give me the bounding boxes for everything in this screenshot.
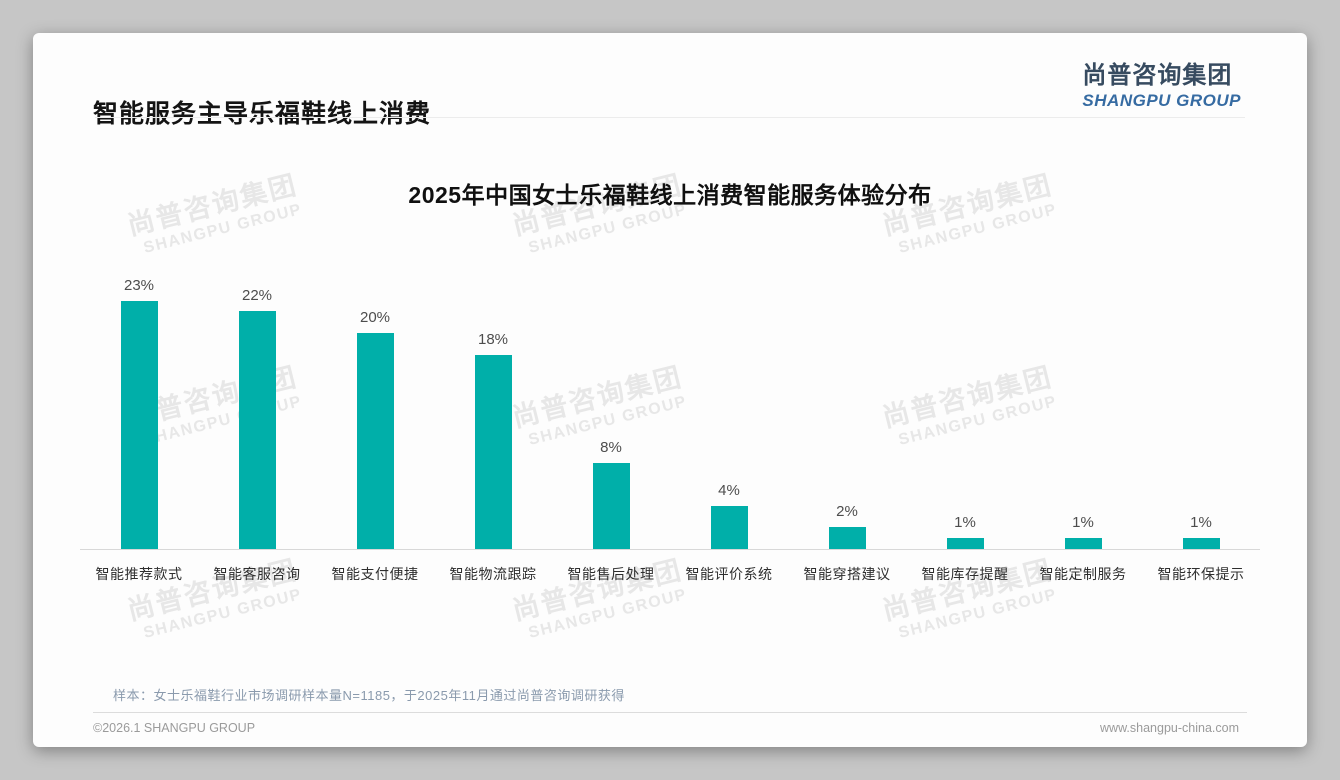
header-divider [95, 117, 1245, 118]
bar [1182, 538, 1220, 549]
x-axis-line [80, 549, 1260, 550]
bar [592, 463, 630, 549]
bar-column: 22% [198, 239, 316, 549]
sample-note: 样本：女士乐福鞋行业市场调研样本量N=1185，于2025年11月通过尚普咨询调… [113, 688, 625, 703]
bar [1064, 538, 1102, 549]
bar-column: 1% [1024, 239, 1142, 549]
x-axis-category-label: 智能支付便捷 [331, 566, 419, 582]
company-logo: 尚普咨询集团 SHANGPU GROUP [1082, 55, 1241, 111]
bar-chart-plot-area: 23% 22% 20% 18% 8% 4% 2% 1% 1% 1% [80, 239, 1260, 549]
bar-column: 23% [80, 239, 198, 549]
watermark-en-text: SHANGPU GROUP [896, 585, 1059, 642]
bar [828, 527, 866, 549]
bar-value-label: 23% [123, 277, 155, 294]
website-url: www.shangpu-china.com [1100, 721, 1239, 735]
x-axis-category-label: 智能定制服务 [1039, 566, 1127, 582]
bar [238, 311, 276, 549]
x-axis-category-label: 智能环保提示 [1157, 566, 1245, 582]
page-title: 智能服务主导乐福鞋线上消费 [93, 99, 432, 128]
bar-column: 4% [670, 239, 788, 549]
bar-column: 8% [552, 239, 670, 549]
footer-divider [93, 712, 1247, 713]
bar-column: 20% [316, 239, 434, 549]
logo-en-text: SHANGPU GROUP [1082, 91, 1241, 110]
bar-value-label: 20% [359, 309, 391, 326]
bar [356, 333, 394, 549]
x-axis-category-label: 智能物流跟踪 [449, 566, 537, 582]
x-axis-category-label: 智能推荐款式 [95, 566, 183, 582]
bar [120, 301, 158, 549]
bar [710, 506, 748, 549]
copyright-text: ©2026.1 SHANGPU GROUP [93, 721, 256, 735]
x-axis-category-label: 智能穿搭建议 [803, 566, 891, 582]
bar [474, 355, 512, 549]
bar-value-label: 1% [1190, 514, 1212, 531]
watermark-en-text: SHANGPU GROUP [526, 585, 689, 642]
x-axis-category-label: 智能售后处理 [567, 566, 655, 582]
bar-column: 1% [1142, 239, 1260, 549]
bar-value-label: 8% [600, 439, 622, 456]
bar-value-label: 4% [718, 482, 740, 499]
bar-column: 18% [434, 239, 552, 549]
slide-card: 尚普咨询集团 SHANGPU GROUP 尚普咨询集团 SHANGPU GROUP 尚普… [33, 33, 1307, 747]
chart-title: 2025年中国女士乐福鞋线上消费智能服务体验分布 [408, 182, 932, 208]
bar-value-label: 1% [954, 514, 976, 531]
watermark-en-text: SHANGPU GROUP [141, 585, 304, 642]
bar-column: 1% [906, 239, 1024, 549]
x-axis-category-label: 智能评价系统 [685, 566, 773, 582]
bar-value-label: 18% [477, 331, 509, 348]
bar-column: 2% [788, 239, 906, 549]
bar [946, 538, 984, 549]
x-axis-labels: 智能推荐款式 智能客服咨询 智能支付便捷 智能物流跟踪 智能售后处理 智能评价系统 智能穿搭… [80, 564, 1260, 584]
bar-value-label: 2% [836, 503, 858, 520]
bar-value-label: 1% [1072, 514, 1094, 531]
logo-cn-text: 尚普咨询集团 [1082, 62, 1233, 89]
bar-value-label: 22% [241, 287, 273, 304]
x-axis-category-label: 智能客服咨询 [213, 566, 301, 582]
x-axis-category-label: 智能库存提醒 [921, 566, 1009, 582]
